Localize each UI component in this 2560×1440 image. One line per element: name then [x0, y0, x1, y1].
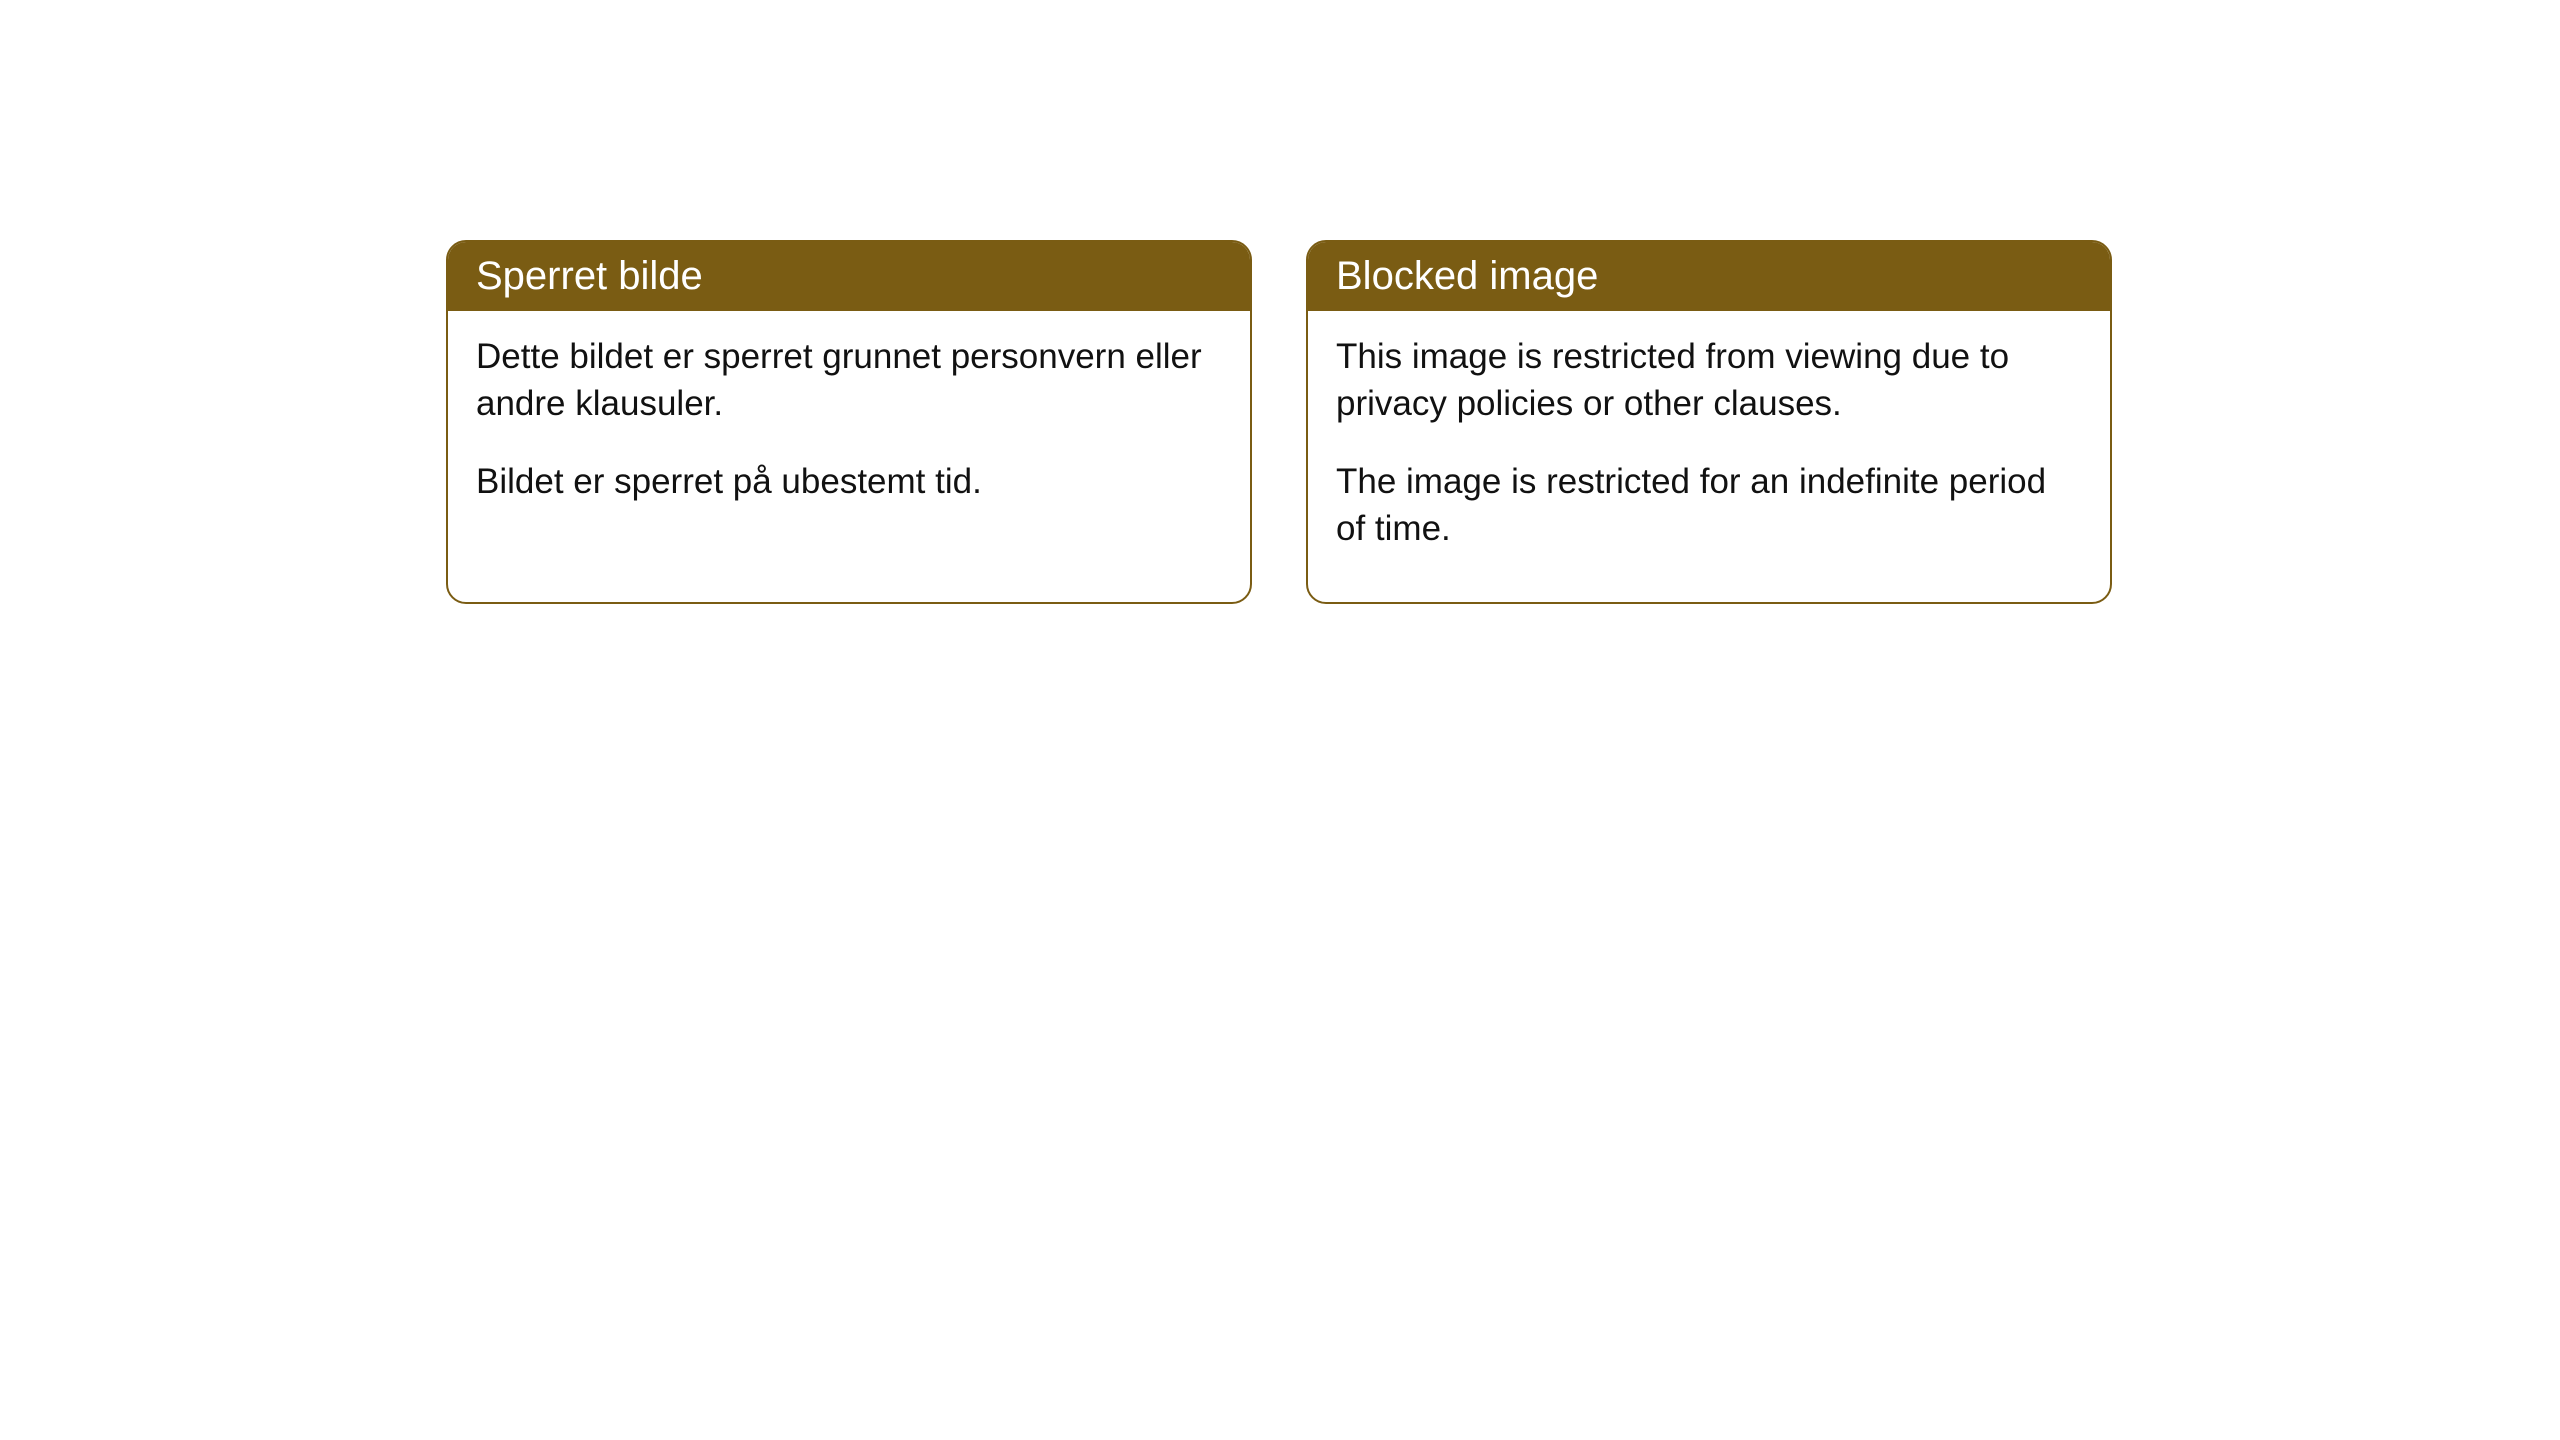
- card-right-paragraph-1: This image is restricted from viewing du…: [1336, 333, 2082, 428]
- card-left-paragraph-1: Dette bildet er sperret grunnet personve…: [476, 333, 1222, 428]
- cards-container: Sperret bilde Dette bildet er sperret gr…: [0, 0, 2560, 604]
- card-body-right: This image is restricted from viewing du…: [1308, 311, 2110, 602]
- card-body-left: Dette bildet er sperret grunnet personve…: [448, 311, 1250, 555]
- card-header-left: Sperret bilde: [448, 242, 1250, 311]
- card-right-paragraph-2: The image is restricted for an indefinit…: [1336, 458, 2082, 553]
- card-right: Blocked image This image is restricted f…: [1306, 240, 2112, 604]
- card-left: Sperret bilde Dette bildet er sperret gr…: [446, 240, 1252, 604]
- card-left-paragraph-2: Bildet er sperret på ubestemt tid.: [476, 458, 1222, 505]
- card-header-right: Blocked image: [1308, 242, 2110, 311]
